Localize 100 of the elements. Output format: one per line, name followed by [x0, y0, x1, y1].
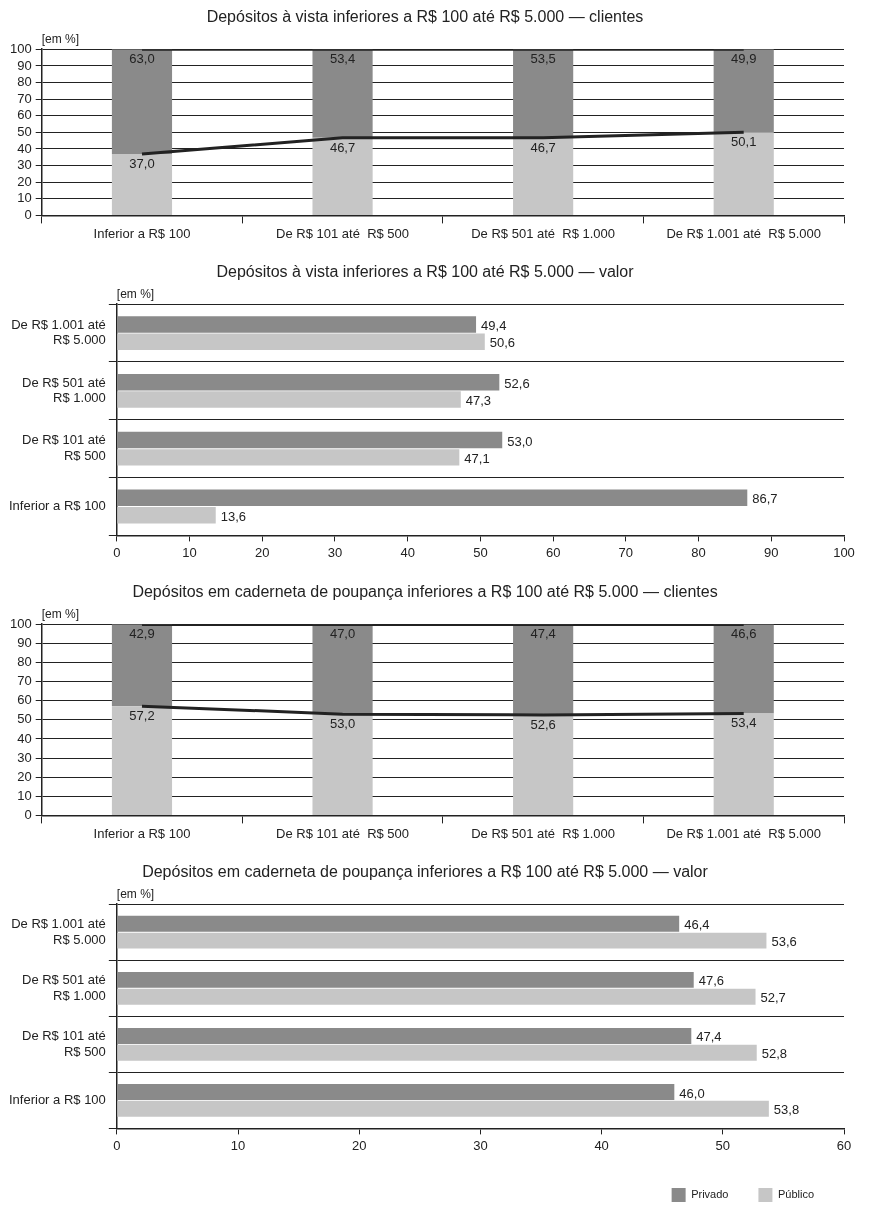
x-tick-label: De R$ 101 até R$ 500	[276, 825, 410, 841]
data-label: 86,7	[752, 491, 778, 507]
data-label: 46,0	[679, 1085, 705, 1101]
data-label: 47,6	[698, 973, 725, 989]
bar	[117, 971, 694, 988]
bar	[111, 153, 173, 215]
bar	[513, 137, 574, 215]
data-label: 49,9	[731, 51, 757, 67]
y-tick-label: Inferior a R$ 100	[8, 1091, 106, 1107]
legend-label: Privado	[691, 1188, 729, 1201]
x-tick-label: 80	[691, 544, 706, 560]
x-tick-label: 20	[351, 1137, 367, 1153]
bar	[117, 506, 216, 524]
data-label: 57,2	[129, 708, 155, 724]
x-tick-label: 60	[545, 544, 561, 560]
bar	[713, 713, 774, 815]
bar	[117, 333, 485, 351]
data-label: 52,8	[761, 1046, 788, 1062]
y-tick-label: 0	[24, 206, 32, 222]
data-label: 53,4	[329, 51, 356, 67]
y-tick-label: 70	[17, 673, 32, 689]
x-tick-label: De R$ 1.001 até R$ 5.000	[666, 825, 822, 841]
bar	[713, 132, 774, 215]
y-tick-label: Inferior a R$ 100	[8, 498, 106, 514]
x-tick-label: 60	[836, 1137, 852, 1153]
bar	[513, 714, 574, 815]
bar	[117, 316, 477, 333]
y-tick-label: 10	[17, 787, 32, 803]
x-tick-label: 10	[230, 1137, 246, 1153]
bar	[117, 1100, 769, 1117]
data-label: 47,0	[329, 626, 356, 642]
y-tick-label: 40	[17, 730, 32, 746]
data-label: 47,4	[530, 626, 556, 642]
data-label: 46,7	[329, 139, 356, 155]
y-axis-title: [em %]	[116, 286, 155, 301]
chart-title: Depósitos em caderneta de poupança inferiores a R$ 100 até R$ 5.000 — clientes	[132, 583, 718, 601]
data-label: 47,1	[464, 450, 490, 466]
data-label: 53,0	[507, 433, 533, 449]
data-label: 50,1	[731, 134, 757, 150]
x-tick-label: 10	[182, 544, 197, 560]
data-label: 52,7	[760, 990, 786, 1006]
x-tick-label: 20	[255, 544, 270, 560]
data-label: 50,6	[489, 335, 516, 351]
data-label: 52,6	[504, 375, 530, 391]
bar	[117, 915, 680, 932]
legend-label: Público	[777, 1188, 814, 1201]
data-label: 46,7	[530, 139, 556, 155]
y-tick-label: 30	[17, 749, 32, 765]
y-tick-label: 30	[17, 157, 32, 173]
y-tick-label: 90	[17, 635, 32, 651]
x-tick-label: De R$ 501 até R$ 1.000	[471, 225, 616, 241]
x-tick-label: 30	[327, 544, 343, 560]
y-tick-label: 100	[9, 615, 32, 631]
data-label: 63,0	[129, 51, 155, 67]
y-tick-label: 60	[17, 692, 32, 708]
bar	[713, 49, 774, 133]
y-tick-label: De R$ 501 até R$ 1.000	[21, 374, 106, 406]
y-tick-label: De R$ 101 até R$ 500	[21, 1028, 106, 1059]
x-tick-label: 50	[473, 544, 488, 560]
y-tick-label: 60	[17, 107, 32, 123]
x-tick-label: 50	[715, 1137, 731, 1153]
data-label: 52,6	[530, 717, 556, 733]
bar	[312, 714, 373, 815]
y-tick-label: De R$ 501 até R$ 1.000	[21, 972, 106, 1003]
bar	[312, 49, 373, 138]
x-tick-label: 40	[400, 544, 415, 560]
data-label: 47,4	[696, 1029, 722, 1045]
y-tick-label: 20	[17, 768, 32, 784]
y-tick-label: 10	[17, 190, 32, 206]
data-label: 46,6	[731, 626, 757, 642]
data-label: 42,9	[129, 626, 155, 642]
data-label: 53,6	[771, 934, 797, 950]
bar	[117, 489, 748, 507]
x-tick-label: De R$ 101 até R$ 500	[276, 225, 410, 241]
x-tick-label: 0	[113, 544, 121, 560]
x-tick-label: 100	[833, 544, 855, 560]
bar	[312, 624, 373, 715]
bar	[111, 706, 173, 815]
y-axis-title: [em %]	[41, 606, 80, 621]
data-label: 49,4	[481, 318, 507, 334]
chart-title: Depósitos em caderneta de poupança inferiores a R$ 100 até R$ 5.000 — valor	[142, 863, 709, 881]
bar	[117, 1027, 692, 1044]
data-label: 53,5	[530, 51, 556, 67]
y-tick-label: De R$ 1.001 até R$ 5.000	[11, 916, 106, 947]
bar	[117, 1044, 757, 1061]
data-label: 53,4	[731, 715, 757, 731]
bar	[117, 932, 767, 949]
y-tick-label: 50	[17, 711, 32, 727]
y-tick-label: 100	[9, 40, 32, 56]
data-label: 13,6	[220, 508, 247, 524]
x-tick-label: 30	[473, 1137, 488, 1153]
bar	[117, 431, 503, 449]
x-tick-label: 90	[764, 544, 779, 560]
x-tick-label: 0	[113, 1137, 121, 1153]
y-tick-label: 80	[17, 654, 32, 670]
y-tick-label: 50	[17, 123, 32, 139]
bar	[513, 49, 574, 138]
bar	[117, 373, 500, 391]
data-label: 47,3	[465, 393, 492, 409]
bar	[117, 391, 461, 408]
